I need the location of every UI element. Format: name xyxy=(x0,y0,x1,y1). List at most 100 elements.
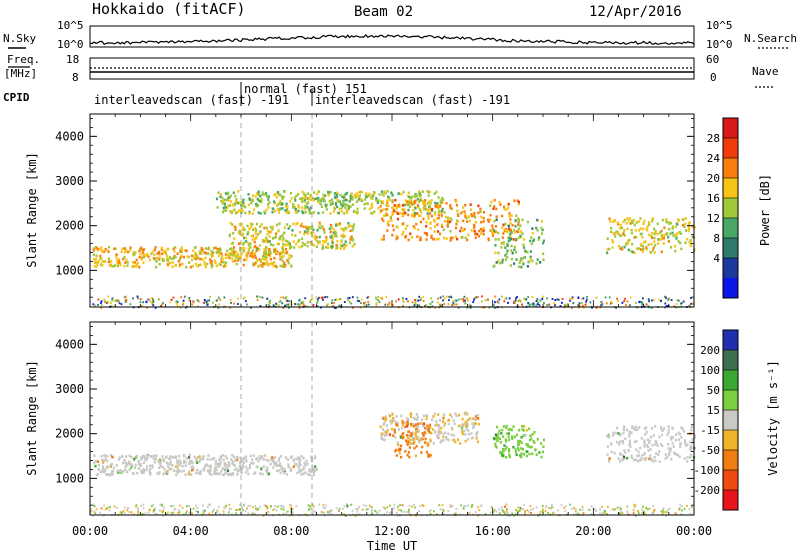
echo-cell xyxy=(427,453,430,456)
clutter-cell xyxy=(155,513,158,516)
clutter-cell xyxy=(542,508,544,511)
echo-cell xyxy=(450,415,453,419)
echo-cell xyxy=(513,435,516,439)
echo-cell xyxy=(438,232,442,236)
clutter-cell xyxy=(162,514,164,517)
clutter-cell xyxy=(364,301,367,304)
echo-cell xyxy=(385,208,389,211)
clutter-cell xyxy=(633,506,636,509)
echo-cell xyxy=(106,454,109,458)
echo-cell xyxy=(163,249,166,253)
echo-cell xyxy=(382,208,385,212)
colorbar-segment xyxy=(723,118,738,139)
echo-cell xyxy=(136,261,139,265)
echo-cell xyxy=(400,455,403,459)
echo-cell xyxy=(241,228,244,232)
echo-cell xyxy=(502,448,505,451)
echo-cell xyxy=(235,456,238,459)
echo-cell xyxy=(521,257,524,261)
clutter-cell xyxy=(522,508,524,511)
echo-cell xyxy=(401,233,404,236)
echo-cell xyxy=(289,467,293,471)
echo-cell xyxy=(425,221,428,224)
echo-cell xyxy=(608,247,611,251)
echo-cell xyxy=(254,262,257,265)
echo-cell xyxy=(382,237,385,241)
echo-cell xyxy=(254,227,257,230)
clutter-cell xyxy=(632,509,635,512)
echo-cell xyxy=(433,412,437,416)
echo-cell xyxy=(351,229,354,232)
echo-cell xyxy=(520,455,523,458)
echo-cell xyxy=(226,198,229,202)
echo-cell xyxy=(139,464,142,468)
echo-cell xyxy=(146,252,149,256)
echo-cell xyxy=(305,459,308,463)
echo-cell xyxy=(513,262,516,265)
echo-cell xyxy=(365,195,368,199)
echo-cell xyxy=(464,203,467,207)
clutter-cell xyxy=(265,505,267,508)
echo-cell xyxy=(431,418,434,422)
clutter-cell xyxy=(246,507,248,510)
echo-cell xyxy=(395,423,398,426)
clutter-cell xyxy=(420,297,422,300)
echo-cell xyxy=(454,235,457,239)
echo-cell xyxy=(229,221,232,225)
echo-cell xyxy=(249,242,252,245)
clutter-cell xyxy=(388,511,391,514)
echo-cell xyxy=(345,203,348,207)
echo-cell xyxy=(651,231,654,235)
clutter-cell xyxy=(100,306,103,309)
clutter-cell xyxy=(302,303,305,306)
echo-cell xyxy=(474,415,477,418)
clutter-cell xyxy=(360,302,362,304)
echo-cell xyxy=(160,252,164,256)
clutter-cell xyxy=(652,505,654,508)
clutter-cell xyxy=(676,299,679,302)
clutter-cell xyxy=(191,303,194,306)
echo-cell xyxy=(318,198,321,202)
echo-cell xyxy=(496,439,499,442)
echo-cell xyxy=(639,227,642,230)
echo-cell xyxy=(474,422,478,425)
echo-cell xyxy=(184,249,187,252)
echo-cell xyxy=(279,235,282,239)
echo-cell xyxy=(476,440,479,444)
echo-cell xyxy=(625,242,628,246)
clutter-cell xyxy=(457,306,460,309)
echo-cell xyxy=(495,207,498,211)
echo-cell xyxy=(272,466,275,469)
echo-cell xyxy=(100,246,103,249)
clutter-cell xyxy=(359,306,362,309)
echo-cell xyxy=(413,226,416,230)
echo-cell xyxy=(617,244,621,248)
clutter-cell xyxy=(422,300,425,302)
echo-cell xyxy=(279,264,282,268)
clutter-cell xyxy=(471,504,474,507)
echo-cell xyxy=(389,415,392,418)
echo-cell xyxy=(536,218,539,222)
echo-cell xyxy=(308,197,311,201)
echo-cell xyxy=(449,204,452,207)
echo-cell xyxy=(450,426,453,430)
echo-cell xyxy=(274,232,278,236)
echo-cell xyxy=(131,464,134,468)
echo-cell xyxy=(611,240,614,244)
echo-cell xyxy=(430,431,433,435)
echo-cell xyxy=(137,460,140,463)
clutter-cell xyxy=(229,306,232,309)
echo-cell xyxy=(427,443,430,446)
echo-cell xyxy=(174,255,177,259)
echo-cell xyxy=(528,452,531,456)
echo-cell xyxy=(271,237,274,240)
echo-cell xyxy=(244,211,247,215)
echo-cell xyxy=(149,455,152,458)
echo-cell xyxy=(504,246,507,249)
clutter-cell xyxy=(472,301,475,304)
echo-cell xyxy=(438,432,441,435)
echo-cell xyxy=(465,425,468,428)
echo-cell xyxy=(280,256,283,259)
echo-cell xyxy=(342,227,345,231)
clutter-cell xyxy=(367,300,370,303)
